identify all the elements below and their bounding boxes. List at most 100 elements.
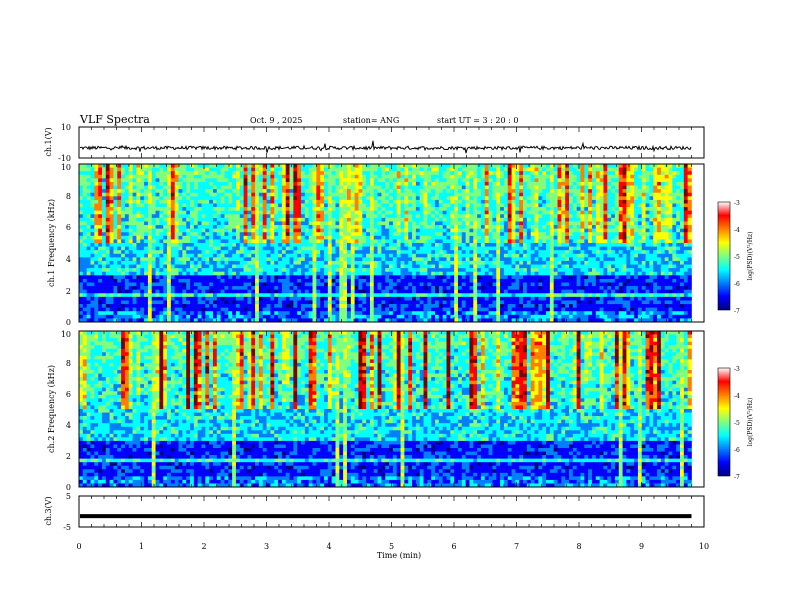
- spectrogram-cell: [86, 271, 91, 276]
- spectrogram-cell: [228, 250, 233, 255]
- spectrogram-cell: [435, 289, 440, 294]
- spectrogram-cell: [427, 304, 432, 308]
- spectrogram-cell: [377, 239, 382, 244]
- spectrogram-cell: [461, 225, 466, 229]
- spectrogram-cell: [408, 268, 413, 273]
- spectrogram-cell: [427, 289, 432, 294]
- spectrogram-cell: [205, 318, 210, 323]
- spectrogram-cell: [500, 243, 505, 247]
- spectrogram-cell: [262, 314, 267, 319]
- spectrogram-cell: [278, 260, 283, 265]
- spectrogram-cell: [224, 282, 229, 287]
- spectrogram-cell: [262, 185, 267, 190]
- spectrogram-cell: [385, 264, 390, 269]
- spectrogram-cell: [167, 207, 172, 211]
- spectrogram-cell: [155, 300, 160, 305]
- spectrogram-cell: [312, 307, 317, 312]
- spectrogram-cell: [331, 178, 336, 183]
- spectrogram-cell: [312, 221, 317, 226]
- spectrogram-cell: [346, 243, 352, 247]
- spectrogram-cell: [98, 271, 103, 276]
- spectrogram-cell: [312, 271, 317, 276]
- spectrogram-cell: [274, 268, 279, 273]
- spectrogram-cell: [132, 164, 137, 168]
- spectrogram-cell: [396, 275, 401, 280]
- spectrogram-cell: [197, 264, 202, 269]
- spectrogram-cell: [480, 282, 486, 287]
- spectrogram-cell: [396, 192, 401, 197]
- spectrogram-cell: [79, 167, 84, 172]
- spectrogram-cell: [293, 178, 298, 183]
- spectrogram-cell: [477, 289, 482, 294]
- spectrogram-cell: [392, 318, 398, 323]
- spectrogram-cell: [465, 203, 470, 208]
- spectrogram-cell: [239, 300, 244, 305]
- spectrogram-cell: [320, 271, 325, 276]
- spectrogram-cell: [178, 210, 183, 215]
- spectrogram-cell: [496, 232, 501, 237]
- spectrogram-cell: [224, 178, 229, 183]
- spectrogram-cell: [484, 307, 489, 312]
- spectrogram-cell: [79, 192, 84, 197]
- spectrogram-cell: [457, 192, 463, 197]
- spectrogram-cell: [289, 167, 294, 172]
- spectrogram-cell: [461, 185, 466, 190]
- spectrogram-cell: [335, 174, 340, 179]
- spectrogram-cell: [132, 304, 137, 308]
- spectrogram-cell: [480, 189, 486, 194]
- spectrogram-cell: [178, 192, 183, 197]
- spectrogram-cell: [366, 164, 371, 168]
- spectrogram-cell: [427, 196, 432, 201]
- spectrogram-cell: [163, 232, 168, 237]
- spectrogram-cell: [289, 207, 294, 211]
- spectrogram-cell: [228, 304, 233, 308]
- spectrogram-cell: [308, 271, 313, 276]
- spectrogram-cell: [304, 189, 309, 194]
- spectrogram-cell: [163, 225, 168, 229]
- spectrogram-cell: [220, 228, 225, 233]
- spectrogram-cell: [316, 243, 321, 247]
- spectrogram-cell: [308, 314, 313, 319]
- spectrogram-cell: [128, 192, 133, 197]
- spectrogram-cell: [159, 228, 164, 233]
- spectrogram-cell: [350, 196, 355, 201]
- spectrogram-cell: [228, 185, 233, 190]
- spectrogram-cell: [209, 185, 214, 190]
- spectrogram-cell: [469, 271, 474, 276]
- spectrogram-cell: [190, 318, 195, 323]
- spectrogram-cell: [186, 185, 191, 190]
- spectrogram-cell: [343, 293, 348, 298]
- spectrogram-cell: [228, 264, 233, 269]
- spectrogram-cell: [109, 271, 114, 276]
- spectrogram-cell: [350, 314, 355, 319]
- spectrogram-cell: [415, 225, 421, 229]
- spectrogram-cell: [159, 203, 164, 208]
- spectrogram-cell: [480, 164, 486, 168]
- spectrogram-cell: [159, 171, 164, 176]
- spectrogram-cell: [362, 311, 367, 316]
- spectrogram-cell: [262, 217, 267, 222]
- spectrogram-cell: [228, 181, 233, 186]
- spectrogram-cell: [262, 275, 267, 280]
- spectrogram-cell: [438, 167, 443, 172]
- spectrogram-cell: [247, 210, 252, 215]
- spectrogram-cell: [450, 210, 455, 215]
- spectrogram-cell: [435, 278, 440, 283]
- spectrogram-cell: [404, 275, 409, 280]
- spectrogram-cell: [469, 314, 474, 319]
- spectrogram-cell: [140, 196, 145, 201]
- spectrogram-cell: [389, 171, 394, 176]
- spectrogram-cell: [101, 232, 107, 237]
- spectrogram-cell: [182, 225, 187, 229]
- header-station: station= ANG: [343, 116, 399, 125]
- spectrogram-cell: [450, 253, 455, 258]
- spectrogram-cell: [431, 196, 436, 201]
- spectrogram-cell: [117, 296, 122, 301]
- spectrogram-cell: [297, 243, 302, 247]
- spectrogram-cell: [151, 192, 156, 197]
- spectrogram-cell: [354, 275, 359, 280]
- spectrogram-cell: [124, 217, 130, 222]
- spectrogram-cell: [492, 171, 497, 176]
- spectrogram-cell: [235, 174, 241, 179]
- spectrogram-cell: [197, 181, 202, 186]
